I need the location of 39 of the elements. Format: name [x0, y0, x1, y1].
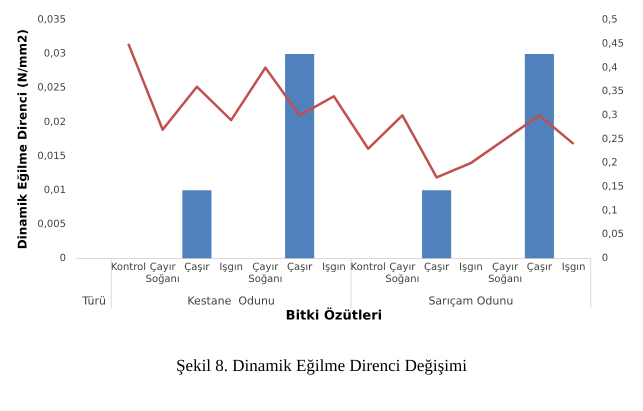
- x-tick-label: Çayır Soğanı: [385, 262, 420, 285]
- y2-tick-label: 0,25: [602, 134, 624, 145]
- y-axis-title: Dinamik Eğilme Direnci (N/mm2): [15, 29, 30, 250]
- y-tick-label: 0,01: [44, 184, 66, 196]
- y-tick-label: 0,03: [44, 48, 66, 60]
- x-tick-label: Işgın: [322, 262, 346, 273]
- x-tick-label: Kontrol: [110, 262, 146, 273]
- y2-tick-label: 0: [602, 252, 608, 264]
- y2-tick-label: 0,3: [602, 110, 618, 121]
- y-tick-label: 0,025: [37, 82, 66, 94]
- y2-tick-label: 0,5: [602, 14, 618, 26]
- y2-tick-label: 0,15: [602, 181, 624, 192]
- x-tick-label: Çaşır: [287, 262, 314, 273]
- x-tick-label: Işgın: [459, 262, 483, 273]
- y-tick-label: 0,02: [44, 116, 66, 128]
- text: Türü: [81, 294, 106, 308]
- x-axis-title: Bitki Özütleri: [286, 306, 382, 324]
- y2-tick-label: 0,45: [602, 38, 624, 50]
- x-tick-label: Çayır Soğanı: [248, 262, 282, 285]
- y2-tick-label: 0,2: [602, 158, 618, 169]
- x-tick-label: Çayır Soğanı: [146, 262, 180, 285]
- x-tick-label: Işgın: [562, 262, 586, 273]
- y2-tick-label: 0,05: [602, 229, 624, 240]
- text: Kestane Odunu: [187, 294, 275, 308]
- y2-tick-label: 0,4: [602, 62, 618, 74]
- x-tick-label: Işgın: [219, 262, 243, 273]
- text: Sarıçam Odunu: [428, 294, 514, 308]
- y-tick-label: 0,035: [37, 14, 66, 26]
- x-tick-label: Çayır Soğanı: [488, 262, 522, 285]
- y2-tick-label: 0,35: [602, 86, 624, 98]
- text: Şekil 8. Dinamik Eğilme Direnci Değişimi: [175, 356, 468, 376]
- y-tick-label: 0,015: [37, 150, 66, 162]
- x-tick-label: Çaşır: [184, 262, 210, 273]
- x-tick-label: Kontrol: [350, 262, 386, 273]
- y-tick-label: 0: [60, 252, 66, 264]
- x-tick-label: Çaşır: [526, 262, 553, 273]
- y-tick-label: 0,005: [37, 218, 66, 230]
- y2-tick-label: 0,1: [602, 205, 618, 216]
- x-tick-label: Çaşır: [424, 262, 450, 273]
